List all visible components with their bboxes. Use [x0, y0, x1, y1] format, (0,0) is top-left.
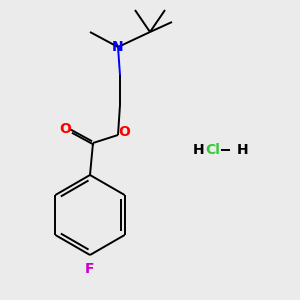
Text: H: H	[237, 143, 249, 157]
Text: F: F	[85, 262, 95, 276]
Text: O: O	[118, 125, 130, 139]
Text: Cl: Cl	[205, 143, 220, 157]
Text: O: O	[59, 122, 71, 136]
Text: H: H	[193, 143, 205, 157]
Text: N: N	[112, 40, 124, 54]
